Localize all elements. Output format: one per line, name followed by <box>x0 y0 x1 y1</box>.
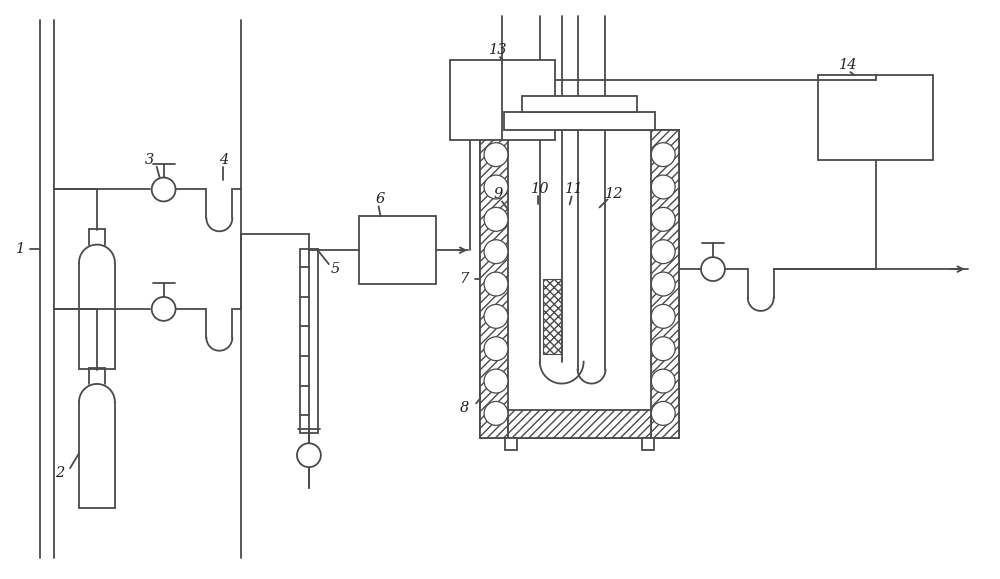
Bar <box>300 249 318 433</box>
Circle shape <box>484 401 508 426</box>
Bar <box>480 130 679 438</box>
Text: 11: 11 <box>565 182 584 196</box>
Circle shape <box>651 142 675 167</box>
Circle shape <box>297 444 321 467</box>
Circle shape <box>484 142 508 167</box>
Bar <box>543 279 561 354</box>
Bar <box>359 217 436 284</box>
Bar <box>508 411 651 438</box>
Bar <box>450 60 555 140</box>
Text: 9: 9 <box>493 188 503 201</box>
Text: 6: 6 <box>376 192 385 207</box>
Text: 10: 10 <box>531 182 549 196</box>
Circle shape <box>152 178 176 201</box>
Circle shape <box>651 240 675 263</box>
Circle shape <box>484 305 508 328</box>
Circle shape <box>484 207 508 231</box>
Bar <box>522 96 637 112</box>
Text: 4: 4 <box>219 153 228 167</box>
Bar <box>505 438 517 450</box>
Text: 8: 8 <box>460 401 469 415</box>
Bar <box>504 112 655 130</box>
Circle shape <box>484 240 508 263</box>
Bar <box>651 130 679 438</box>
Circle shape <box>484 369 508 393</box>
Text: 13: 13 <box>489 43 507 57</box>
Bar <box>480 130 508 438</box>
Circle shape <box>484 337 508 361</box>
Text: 7: 7 <box>460 272 469 286</box>
Circle shape <box>484 272 508 296</box>
Circle shape <box>651 175 675 199</box>
Circle shape <box>484 175 508 199</box>
Circle shape <box>651 207 675 231</box>
Text: 1: 1 <box>16 242 25 256</box>
Text: 12: 12 <box>605 188 624 201</box>
Circle shape <box>651 401 675 426</box>
Text: 14: 14 <box>839 58 858 72</box>
Bar <box>642 438 654 450</box>
Circle shape <box>651 337 675 361</box>
Circle shape <box>701 257 725 281</box>
Circle shape <box>651 369 675 393</box>
Circle shape <box>152 297 176 321</box>
Text: 5: 5 <box>331 262 340 276</box>
Text: 3: 3 <box>145 153 154 167</box>
Text: 2: 2 <box>55 466 65 480</box>
Circle shape <box>651 272 675 296</box>
Bar <box>818 75 933 160</box>
Circle shape <box>651 305 675 328</box>
